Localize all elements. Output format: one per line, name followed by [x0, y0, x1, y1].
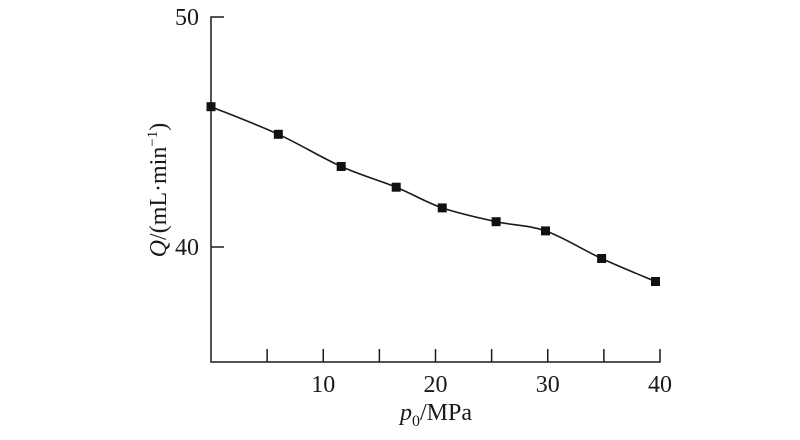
y-axis-unit: /(mL·min: [146, 147, 172, 240]
data-point-1: [273, 129, 283, 139]
x-tick-label-10: 10: [311, 372, 335, 398]
x-tick-label-40: 40: [648, 372, 672, 398]
x-axis-subscript: 0: [412, 413, 420, 430]
data-point-0: [206, 102, 216, 112]
y-tick-label-40: 40: [175, 235, 199, 261]
data-point-4: [437, 203, 447, 213]
x-tick-label-30: 30: [536, 372, 560, 398]
data-point-8: [651, 277, 661, 286]
y-axis-superscript: −1: [145, 131, 161, 147]
x-axis-title: p0/MPa: [398, 400, 472, 430]
x-axis-symbol: p: [398, 400, 412, 426]
y-tick-label-50: 50: [175, 5, 199, 31]
x-axis-unit: /MPa: [420, 400, 472, 426]
axis-frame: [210, 16, 661, 363]
data-point-6: [541, 226, 551, 236]
data-point-7: [597, 254, 607, 263]
data-point-3: [391, 182, 401, 192]
x-axis-tick-labels: 10 20 30 40: [311, 372, 672, 398]
y-axis-tick-labels: 50 40: [175, 5, 199, 261]
data-point-5: [491, 217, 501, 227]
x-tick-label-20: 20: [424, 372, 448, 398]
plot-area: [206, 102, 661, 286]
y-axis-close: ): [146, 123, 172, 131]
y-axis-title: Q/(mL·min−1): [145, 123, 172, 258]
x-axis-ticks: [266, 349, 605, 362]
axes: 10 20 30 40 50 40: [175, 5, 672, 398]
data-point-2: [336, 162, 346, 171]
y-axis-symbol: Q: [146, 240, 172, 257]
